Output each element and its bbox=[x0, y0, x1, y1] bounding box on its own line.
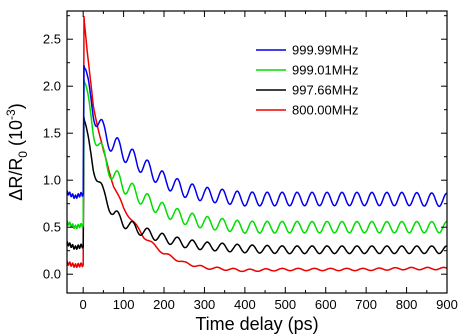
x-tick-label: 100 bbox=[113, 297, 135, 312]
legend-label: 997.66MHz bbox=[292, 83, 358, 98]
x-tick-label: 900 bbox=[436, 297, 458, 312]
y-axis-title-sub: 0 bbox=[16, 151, 30, 158]
y-tick-label: 1.5 bbox=[43, 126, 61, 141]
y-tick-label: 0.5 bbox=[43, 220, 61, 235]
y-tick-label: 2.0 bbox=[43, 79, 61, 94]
x-tick-label: 700 bbox=[355, 297, 377, 312]
x-tick-label: 800 bbox=[396, 297, 418, 312]
legend-label: 999.99MHz bbox=[292, 43, 358, 58]
y-tick-label: 0.0 bbox=[43, 267, 61, 282]
series-line-999.01MHz bbox=[67, 78, 447, 234]
y-tick-label: 1.0 bbox=[43, 173, 61, 188]
y-axis-title-open: (10 bbox=[6, 120, 26, 151]
plot-area bbox=[67, 15, 447, 273]
legend-label: 999.01MHz bbox=[292, 63, 358, 78]
y-axis-title-sup: -3 bbox=[4, 109, 18, 120]
legend-label: 800.00MHz bbox=[292, 103, 358, 118]
axis-ticks: 0 100 200 300 400 500 600 700 800 900 0.0 0.5 1.0 1.5… bbox=[43, 11, 458, 312]
y-tick-label: 2.5 bbox=[43, 32, 61, 47]
x-axis-title: Time delay (ps) bbox=[195, 314, 318, 334]
x-tick-label: 400 bbox=[234, 297, 256, 312]
x-tick-label: 600 bbox=[315, 297, 337, 312]
x-tick-label: 200 bbox=[153, 297, 175, 312]
legend: 999.99MHz 999.01MHz 997.66MHz 800.00MHz bbox=[256, 43, 358, 118]
plot-frame bbox=[66, 10, 448, 294]
series-line-999.99MHz bbox=[67, 64, 447, 208]
y-axis-title-main: ΔR/R bbox=[6, 158, 26, 201]
series-line-800.00MHz bbox=[67, 15, 447, 273]
x-tick-label: 0 bbox=[80, 297, 87, 312]
y-axis-title: ΔR/R0 (10-3) bbox=[4, 103, 30, 200]
series-line-997.66MHz bbox=[67, 116, 447, 255]
x-tick-label: 300 bbox=[194, 297, 216, 312]
x-tick-label: 500 bbox=[274, 297, 296, 312]
y-axis-title-close: ) bbox=[6, 103, 26, 109]
